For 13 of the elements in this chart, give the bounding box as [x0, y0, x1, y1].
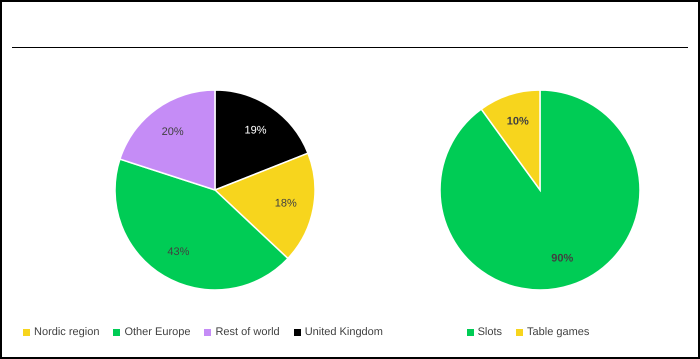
- legend-label: Table games: [527, 326, 590, 338]
- data-label: 19%: [244, 124, 267, 136]
- legend-label: Slots: [478, 326, 502, 338]
- data-label: 18%: [274, 197, 297, 210]
- legend-label: Nordic region: [34, 326, 100, 338]
- legend-label: Rest of world: [215, 326, 280, 338]
- pie-slice: [439, 89, 641, 291]
- legend-label: Other Europe: [124, 326, 190, 338]
- data-label: 20%: [162, 126, 184, 138]
- data-label: 43%: [167, 246, 190, 258]
- data-label: 90%: [551, 252, 574, 264]
- legend-label: United Kingdom: [304, 326, 383, 338]
- data-label: 10%: [506, 116, 529, 128]
